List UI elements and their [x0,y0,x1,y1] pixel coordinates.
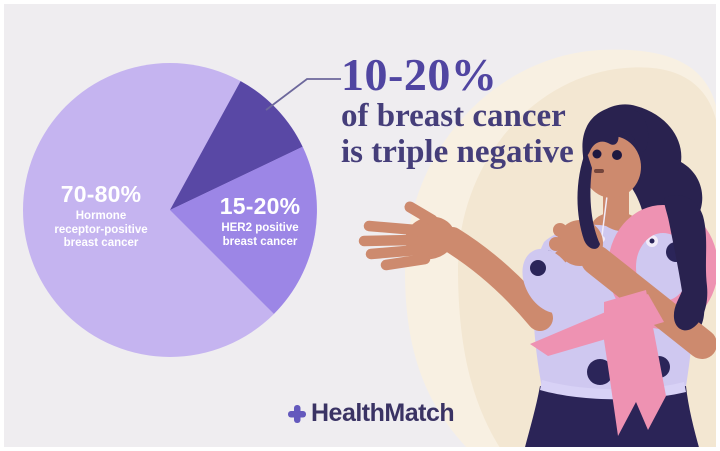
pie-label-hormone: 70-80% Hormone receptor-positive breast … [36,183,166,251]
headline-line2: is triple negative [341,134,574,170]
brooch-center [649,238,655,244]
pie-slice-triple-negative [170,81,303,210]
extended-arm [439,227,553,331]
her2-desc-line1: HER2 positive [221,222,299,234]
hair-strand-left [577,150,600,249]
logo-text: HealthMatch [311,399,455,427]
finger [358,234,420,247]
hair-curl-right [664,195,708,331]
hormone-desc-line2: receptor-positive [54,223,148,236]
pie-label-her2: 15-20% HER2 positive breast cancer [197,195,323,249]
finger [365,244,424,260]
plus-cross-icon [288,404,306,423]
hormone-desc-line1: Hormone [75,210,127,222]
hormone-desc-line3: breast cancer [63,237,139,249]
pie-slice-her2 [170,146,317,314]
headline-line1: of breast cancer [341,98,566,134]
left-eye [592,149,602,159]
finger [363,220,422,236]
necklace [601,195,608,237]
mouth [594,169,604,173]
fist-knuckle [553,223,567,237]
sleeve-dot [530,260,546,276]
pie-chart [23,63,341,357]
woman-illustration [358,104,718,451]
right-eye [612,150,622,160]
finger [380,253,431,271]
her2-percentage: 15-20% [219,193,301,219]
ribbon-tail-down [604,290,666,436]
thumb [404,201,438,226]
her2-desc-line2: breast cancer [222,235,298,248]
hormone-percentage: 70-80% [60,181,142,207]
fist-knuckle [549,237,563,251]
headline-callout: 10-20% of breast cancer is triple negati… [341,49,574,171]
bangs [582,106,649,157]
callout-line [265,78,341,111]
healthmatch-logo: HealthMatch [286,399,455,428]
headline-stat: 10-20% [341,49,498,100]
